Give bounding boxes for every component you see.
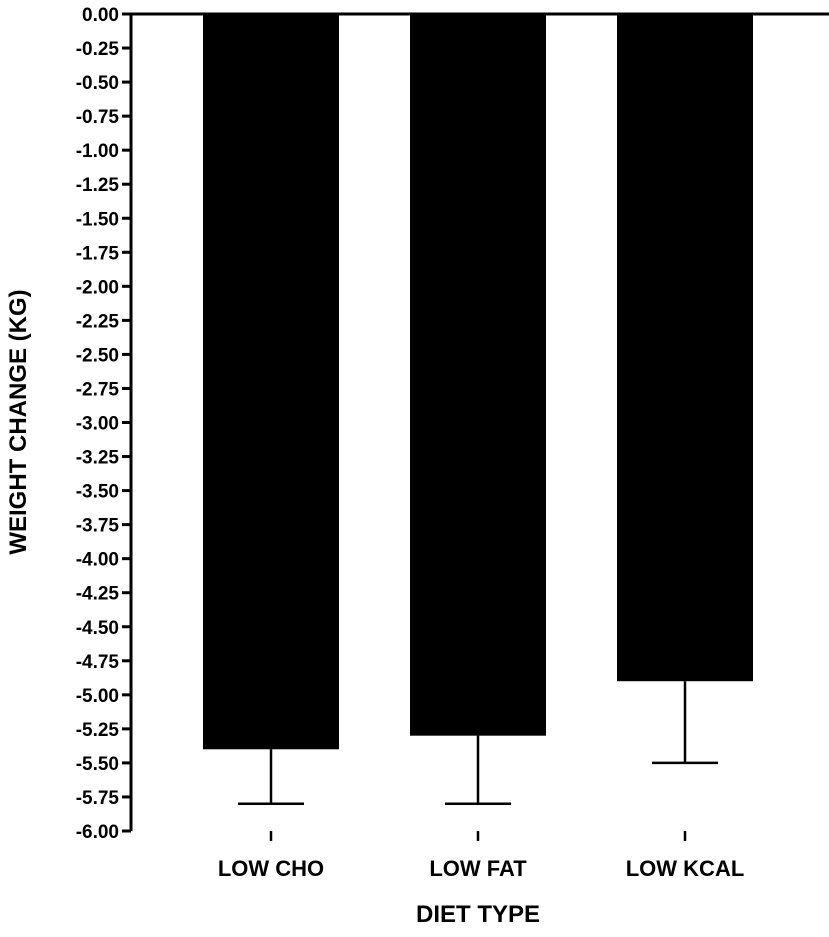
bars (203, 14, 753, 750)
y-tick-label: -4.75 (76, 652, 120, 673)
y-tick-label: -2.75 (76, 379, 120, 400)
bar-low-kcal (617, 14, 753, 682)
x-axis-title: DIET TYPE (416, 901, 540, 928)
y-tick-label: -5.75 (76, 788, 120, 809)
x-axis-category-labels: LOW CHO LOW FAT LOW KCAL (218, 831, 744, 881)
y-tick-label: -5.25 (76, 720, 120, 741)
y-tick-label: -4.25 (76, 584, 120, 605)
y-tick-label: -3.75 (76, 516, 120, 537)
y-tick-label: -5.50 (76, 754, 119, 775)
y-tick-label: -6.00 (76, 822, 119, 843)
y-tick-label: -0.75 (76, 107, 120, 128)
y-tick-label: -4.50 (76, 618, 119, 639)
y-tick-label: -4.00 (76, 550, 119, 571)
bar-low-cho (203, 14, 339, 750)
y-axis-title: WEIGHT CHANGE (KG) (5, 289, 32, 554)
axes (129, 12, 829, 831)
bar-low-fat (410, 14, 546, 736)
y-tick-label: -2.25 (76, 311, 120, 332)
y-tick-label: -0.25 (76, 39, 120, 60)
y-tick-label: -3.50 (76, 482, 119, 503)
y-tick-label: -3.00 (76, 414, 119, 435)
x-category-label: LOW KCAL (626, 856, 745, 881)
y-tick-label: -1.25 (76, 175, 120, 196)
y-tick-label: -1.50 (76, 209, 119, 230)
y-tick-label: 0.00 (82, 5, 119, 26)
y-tick-label: -2.00 (76, 277, 119, 298)
error-bars (238, 681, 718, 806)
y-tick-label: -3.25 (76, 448, 120, 469)
x-category-label: LOW CHO (218, 856, 324, 881)
x-category-label: LOW FAT (429, 856, 527, 881)
y-axis-ticks: 0.00 -0.25 -0.50 -0.75 -1.00 -1.25 -1.50 -1.75 -… (76, 5, 131, 843)
y-tick-label: -1.00 (76, 141, 119, 162)
y-tick-label: -5.00 (76, 686, 119, 707)
y-tick-label: -1.75 (76, 243, 120, 264)
y-tick-label: -2.50 (76, 345, 119, 366)
y-tick-label: -0.50 (76, 73, 119, 94)
